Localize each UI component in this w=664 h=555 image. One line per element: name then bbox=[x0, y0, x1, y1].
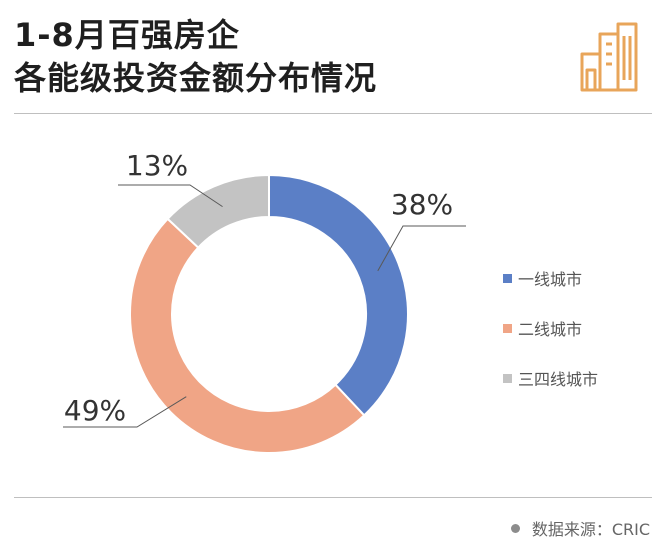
data-label-2: 49% bbox=[64, 394, 126, 427]
legend-swatch-1 bbox=[503, 273, 512, 283]
chart-legend: 一线城市二线城市三四线城市 bbox=[503, 266, 598, 416]
header-divider bbox=[14, 113, 652, 114]
source-text: 数据来源：CRIC bbox=[531, 520, 650, 539]
chart-title: 1-8月百强房企 各能级投资金额分布情况 bbox=[14, 14, 377, 100]
source-note: 数据来源：CRIC bbox=[510, 516, 650, 540]
legend-label-2: 二线城市 bbox=[518, 320, 583, 339]
donut-slice-1 bbox=[268, 173, 409, 417]
data-label-3: 13% bbox=[126, 149, 188, 182]
leader-line-1 bbox=[377, 225, 466, 272]
donut-slice-2 bbox=[129, 217, 366, 454]
legend-item-2: 二线城市 bbox=[503, 316, 598, 340]
footer-divider bbox=[14, 497, 652, 498]
legend-swatch-2 bbox=[503, 323, 512, 333]
legend-item-3: 三四线城市 bbox=[503, 366, 598, 390]
data-label-1: 38% bbox=[391, 188, 453, 221]
donut-slice-3 bbox=[166, 173, 270, 250]
title-line-2: 各能级投资金额分布情况 bbox=[14, 59, 378, 97]
dot-icon bbox=[510, 523, 520, 533]
legend-item-1: 一线城市 bbox=[503, 266, 598, 290]
title-line-1: 1-8月百强房企 bbox=[14, 16, 240, 54]
leader-line-2 bbox=[63, 396, 187, 428]
legend-label-3: 三四线城市 bbox=[518, 370, 599, 389]
building-icon bbox=[580, 22, 638, 92]
legend-label-1: 一线城市 bbox=[518, 270, 583, 289]
leader-line-3 bbox=[118, 184, 223, 208]
legend-swatch-3 bbox=[503, 373, 512, 383]
